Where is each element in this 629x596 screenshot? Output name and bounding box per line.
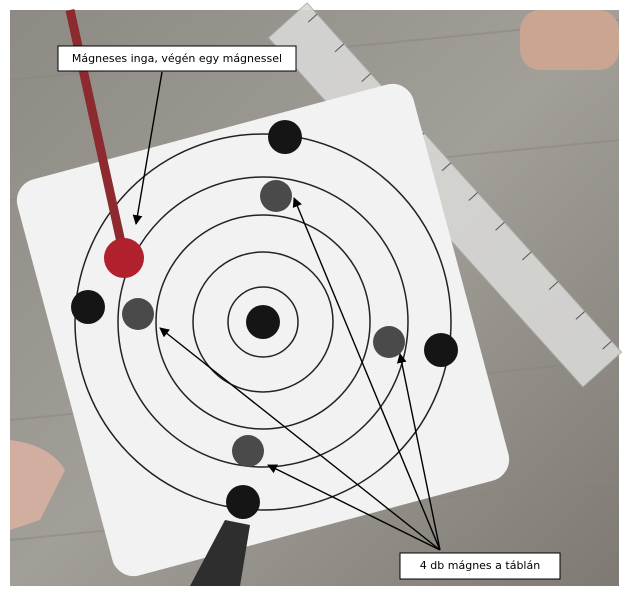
label: Mágneses inga, végén egy mágnessel (72, 52, 282, 65)
magnets (122, 180, 405, 467)
label-box (399, 552, 561, 580)
scissors (190, 520, 250, 586)
hand-left (10, 440, 65, 530)
label-box (57, 45, 297, 72)
target-circles (74, 133, 452, 511)
label: 4 db mágnes a táblán (420, 559, 540, 572)
arrows (132, 71, 441, 551)
hand-top (520, 10, 619, 70)
pendulum-bob (104, 238, 144, 278)
fixed-dots (71, 120, 458, 519)
